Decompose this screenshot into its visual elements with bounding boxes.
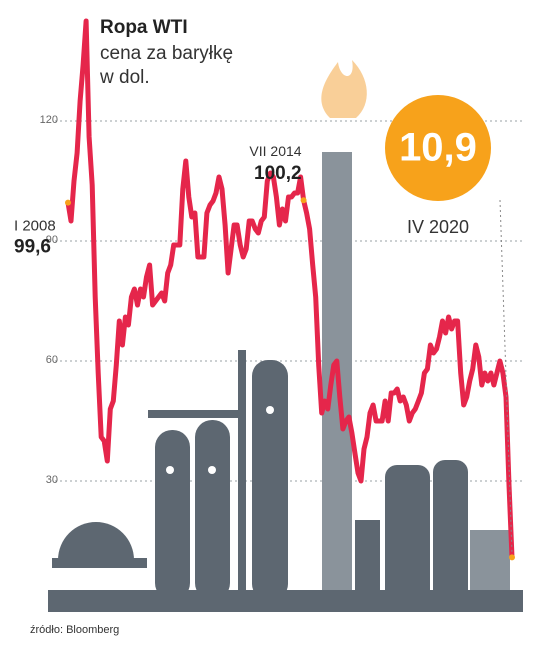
value-label: 99,6 <box>14 237 51 258</box>
date-label: VII 2014 <box>249 143 301 159</box>
value-label: 100,2 <box>254 163 302 184</box>
y-tick-label: 90 <box>46 234 58 246</box>
chart-title: Ropa WTI <box>100 17 188 38</box>
flame <box>321 60 367 118</box>
window <box>208 466 216 474</box>
date-label: I 2008 <box>14 218 56 235</box>
y-tick-label: 120 <box>40 114 58 126</box>
value-label: 10,9 <box>399 126 477 170</box>
date-label: IV 2020 <box>407 217 469 237</box>
pipe <box>238 350 246 600</box>
leader-line <box>499 199 513 554</box>
subtitle: w dol. <box>99 67 150 88</box>
point-marker <box>300 197 307 204</box>
tank <box>385 465 430 605</box>
dome <box>58 522 134 560</box>
y-tick-label: 60 <box>46 354 58 366</box>
base <box>48 590 523 612</box>
point-marker <box>65 199 71 206</box>
source: źródło: Bloomberg <box>30 624 119 636</box>
window <box>266 406 274 414</box>
price-line <box>65 18 515 558</box>
subtitle: cena za baryłkę <box>100 43 233 64</box>
column <box>252 360 288 600</box>
tank <box>433 460 468 605</box>
tank <box>195 420 230 600</box>
pipe <box>148 410 238 418</box>
window <box>166 466 174 474</box>
platform <box>52 558 147 568</box>
y-tick-label: 30 <box>46 474 58 486</box>
tank <box>155 430 190 600</box>
point-marker <box>509 554 515 561</box>
value-badge <box>385 95 491 201</box>
